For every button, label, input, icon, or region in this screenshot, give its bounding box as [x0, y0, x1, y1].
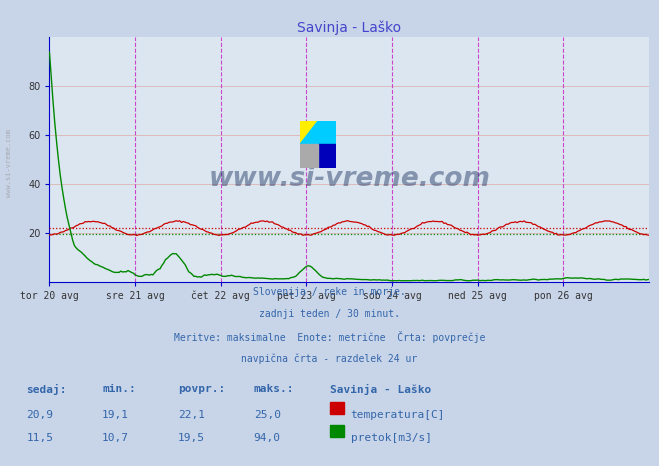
- Text: sedaj:: sedaj:: [26, 384, 67, 396]
- Text: 11,5: 11,5: [26, 433, 53, 443]
- Text: 20,9: 20,9: [26, 410, 53, 420]
- Text: 94,0: 94,0: [254, 433, 281, 443]
- Text: 25,0: 25,0: [254, 410, 281, 420]
- Text: min.:: min.:: [102, 384, 136, 394]
- Text: www.si-vreme.com: www.si-vreme.com: [5, 129, 12, 197]
- Text: 10,7: 10,7: [102, 433, 129, 443]
- Text: maks.:: maks.:: [254, 384, 294, 394]
- Text: Slovenija / reke in morje.: Slovenija / reke in morje.: [253, 287, 406, 296]
- Polygon shape: [300, 144, 318, 168]
- Polygon shape: [300, 121, 318, 144]
- Polygon shape: [300, 121, 336, 144]
- Text: zadnji teden / 30 minut.: zadnji teden / 30 minut.: [259, 309, 400, 319]
- Polygon shape: [318, 144, 336, 168]
- Text: 19,1: 19,1: [102, 410, 129, 420]
- Text: Meritve: maksimalne  Enote: metrične  Črta: povprečje: Meritve: maksimalne Enote: metrične Črta…: [174, 331, 485, 343]
- Text: 19,5: 19,5: [178, 433, 205, 443]
- Text: navpična črta - razdelek 24 ur: navpična črta - razdelek 24 ur: [241, 354, 418, 364]
- Text: Savinja - Laško: Savinja - Laško: [330, 384, 431, 396]
- Text: 22,1: 22,1: [178, 410, 205, 420]
- Text: www.si-vreme.com: www.si-vreme.com: [208, 166, 490, 192]
- Text: povpr.:: povpr.:: [178, 384, 225, 394]
- Title: Savinja - Laško: Savinja - Laško: [297, 20, 401, 35]
- Text: pretok[m3/s]: pretok[m3/s]: [351, 433, 432, 443]
- Text: temperatura[C]: temperatura[C]: [351, 410, 445, 420]
